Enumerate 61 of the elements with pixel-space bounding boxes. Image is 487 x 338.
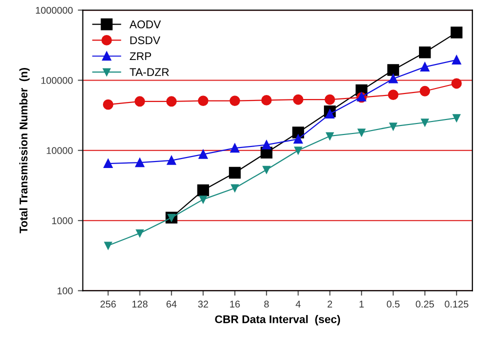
point [198, 150, 208, 159]
point [418, 46, 431, 58]
point [452, 114, 460, 122]
point [134, 96, 146, 107]
point [228, 166, 241, 179]
legend-label: DSDV [130, 36, 160, 44]
point [389, 122, 398, 130]
legend-label: ZRP [130, 52, 152, 60]
point [198, 96, 208, 106]
x-tick-label: 4 [296, 300, 301, 308]
point [294, 146, 302, 154]
y-tick-label: 1000000 [36, 6, 73, 14]
point [102, 99, 114, 110]
x-tick-label: 32 [198, 300, 208, 308]
x-tick-label: 1 [360, 300, 364, 308]
point [420, 86, 430, 96]
point [387, 64, 400, 76]
point [231, 184, 239, 192]
point [230, 96, 240, 106]
x-tick-label: 2 [328, 300, 332, 308]
x-tick-label: 256 [100, 300, 116, 308]
point [388, 74, 398, 84]
point [230, 144, 240, 153]
x-tick-label: 0.5 [386, 300, 400, 308]
point [136, 229, 144, 238]
point [451, 78, 462, 89]
point [324, 94, 336, 105]
point [358, 128, 366, 136]
point [166, 96, 177, 107]
legend-label: TA-DZR [130, 68, 169, 76]
y-axis-title: Total Transmission Number (n) [19, 68, 30, 234]
y-tick-label: 1000 [52, 217, 73, 224]
point [421, 118, 429, 126]
point [325, 110, 334, 119]
point [104, 159, 113, 168]
point [262, 140, 272, 150]
point [420, 62, 430, 72]
x-axis-title: CBR Data Interval (sec) [215, 315, 340, 326]
point [294, 134, 303, 144]
x-tick-label: 64 [166, 300, 177, 308]
point [199, 196, 207, 204]
point [135, 158, 144, 168]
x-tick-label: 128 [132, 300, 148, 308]
y-tick-label: 10000 [46, 147, 73, 154]
point [197, 184, 210, 196]
point [388, 90, 398, 100]
x-tick-label: 8 [264, 300, 269, 308]
point [292, 94, 304, 105]
point [104, 242, 112, 250]
y-tick-label: 100 [58, 287, 73, 294]
point [450, 26, 462, 38]
point [166, 156, 176, 165]
point [326, 132, 334, 140]
x-tick-label: 0.125 [444, 300, 468, 308]
y-tick-label: 100000 [41, 77, 73, 84]
point [262, 166, 270, 174]
point [261, 94, 272, 106]
x-tick-label: 0.25 [416, 300, 434, 308]
point [452, 55, 462, 64]
x-tick-label: 16 [230, 300, 240, 308]
legend-label: AODV [129, 20, 161, 28]
